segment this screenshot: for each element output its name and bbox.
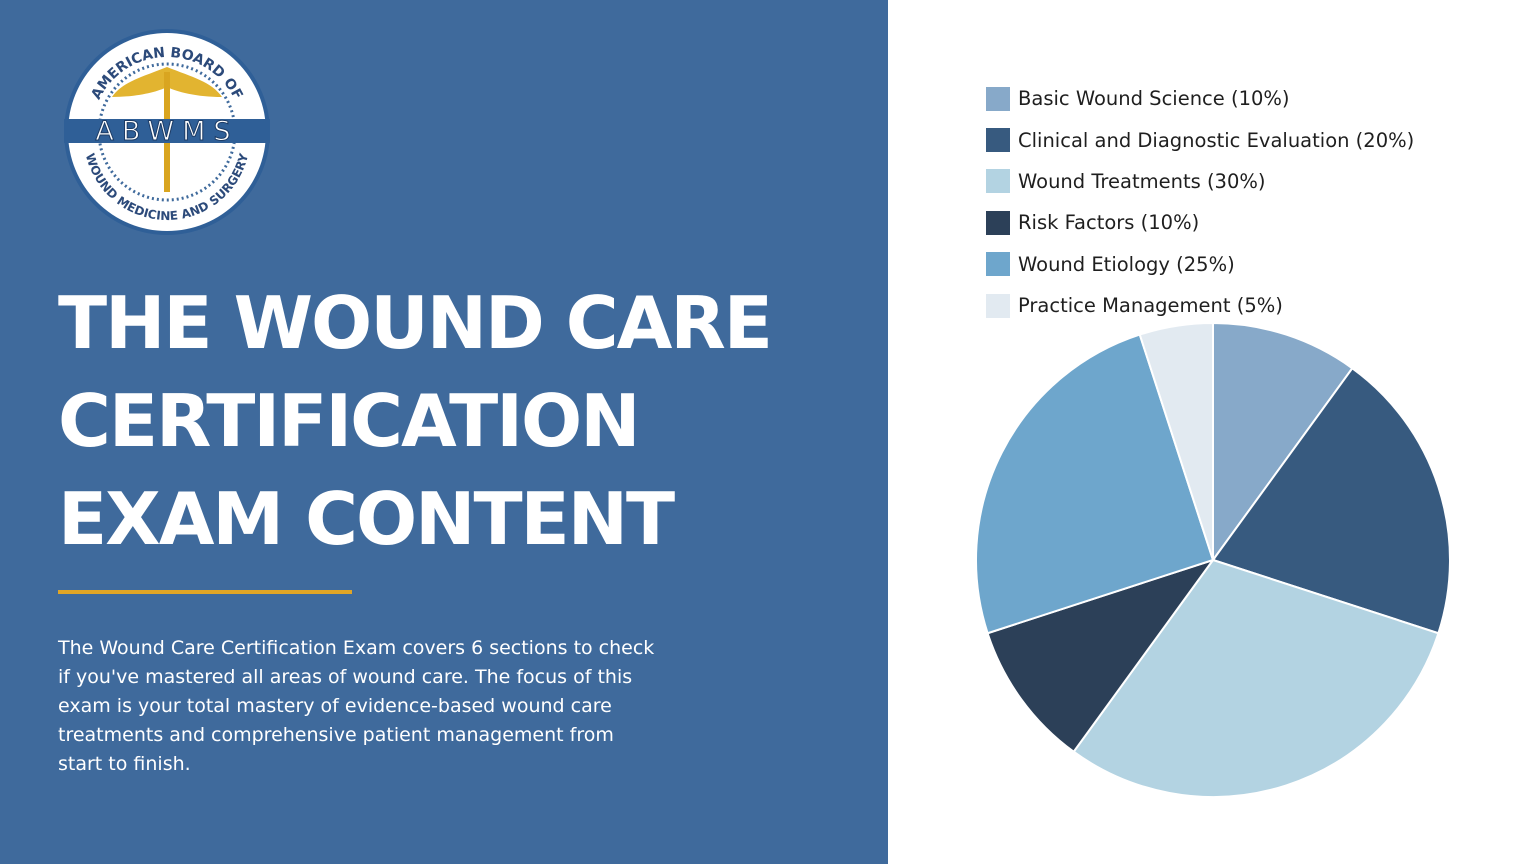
pie-slice: [1072, 558, 1440, 798]
legend-item: Basic Wound Science (10%): [986, 78, 1414, 119]
legend-label: Wound Etiology (25%): [1018, 252, 1235, 276]
legend-label: Wound Treatments (30%): [1018, 169, 1266, 193]
legend-label: Risk Factors (10%): [1018, 211, 1200, 235]
legend-swatch: [986, 169, 1010, 194]
pie-slice: [986, 558, 1216, 754]
svg-text:ABWMS: ABWMS: [95, 116, 238, 147]
legend-item: Wound Treatments (30%): [986, 161, 1414, 202]
pie-slice: [1138, 321, 1214, 561]
legend-label: Basic Wound Science (10%): [1018, 87, 1290, 111]
title-line: THE WOUND CARE: [58, 281, 773, 365]
page-title: THE WOUND CARE CERTIFICATION EXAM CONTEN…: [58, 274, 773, 568]
accent-divider: [58, 590, 352, 594]
chart-legend: Basic Wound Science (10%) Clinical and Di…: [986, 78, 1414, 326]
legend-swatch: [986, 252, 1010, 277]
legend-label: Practice Management (5%): [1018, 294, 1283, 318]
left-panel: AMERICAN BOARD OF WOUND MEDICINE AND SUR…: [0, 0, 888, 864]
pie-slice: [1211, 366, 1452, 635]
legend-swatch: [986, 293, 1010, 318]
title-line: EXAM CONTENT: [58, 477, 675, 561]
legend-item: Risk Factors (10%): [986, 202, 1414, 243]
pie-slice: [1212, 321, 1354, 564]
abwms-logo: AMERICAN BOARD OF WOUND MEDICINE AND SUR…: [64, 29, 270, 235]
legend-swatch: [986, 210, 1010, 235]
legend-label: Clinical and Diagnostic Evaluation (20%): [1018, 128, 1415, 152]
pie-slice: [975, 333, 1215, 635]
legend-item: Wound Etiology (25%): [986, 244, 1414, 285]
legend-item: Clinical and Diagnostic Evaluation (20%): [986, 119, 1414, 160]
legend-swatch: [986, 86, 1010, 111]
legend-item: Practice Management (5%): [986, 285, 1414, 326]
title-line: CERTIFICATION: [58, 379, 640, 463]
description: The Wound Care Certification Exam covers…: [58, 637, 655, 775]
legend-swatch: [986, 128, 1010, 153]
